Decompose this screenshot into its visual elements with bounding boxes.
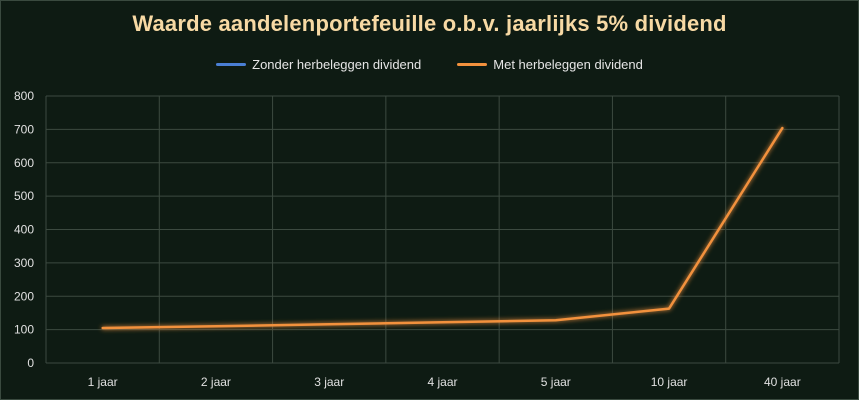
legend-swatch-met xyxy=(457,63,488,66)
y-tick-label: 400 xyxy=(14,223,34,237)
x-tick-label: 40 jaar xyxy=(764,375,801,389)
y-tick-label: 600 xyxy=(14,156,34,170)
chart-title: Waarde aandelenportefeuille o.b.v. jaarl… xyxy=(132,11,727,36)
x-tick-label: 5 jaar xyxy=(541,375,571,389)
y-tick-label: 500 xyxy=(14,189,34,203)
legend-label-met: Met herbeleggen dividend xyxy=(493,57,643,72)
y-tick-label: 800 xyxy=(14,89,34,103)
x-tick-label: 1 jaar xyxy=(88,375,118,389)
x-tick-label: 4 jaar xyxy=(427,375,457,389)
legend-swatch-zonder xyxy=(216,63,247,66)
y-tick-label: 300 xyxy=(14,256,34,270)
x-tick-label: 3 jaar xyxy=(314,375,344,389)
legend-label-zonder: Zonder herbeleggen dividend xyxy=(252,57,422,72)
y-tick-label: 200 xyxy=(14,289,34,303)
legend: Zonder herbeleggen dividend Met herbeleg… xyxy=(1,57,858,72)
legend-item-zonder: Zonder herbeleggen dividend xyxy=(216,57,421,72)
y-tick-label: 0 xyxy=(27,356,34,370)
y-tick-label: 100 xyxy=(14,323,34,337)
series-line-met xyxy=(101,126,784,330)
x-tick-label: 2 jaar xyxy=(201,375,231,389)
y-tick-label: 700 xyxy=(14,122,34,136)
x-tick-label: 10 jaar xyxy=(651,375,688,389)
legend-item-met: Met herbeleggen dividend xyxy=(457,57,643,72)
